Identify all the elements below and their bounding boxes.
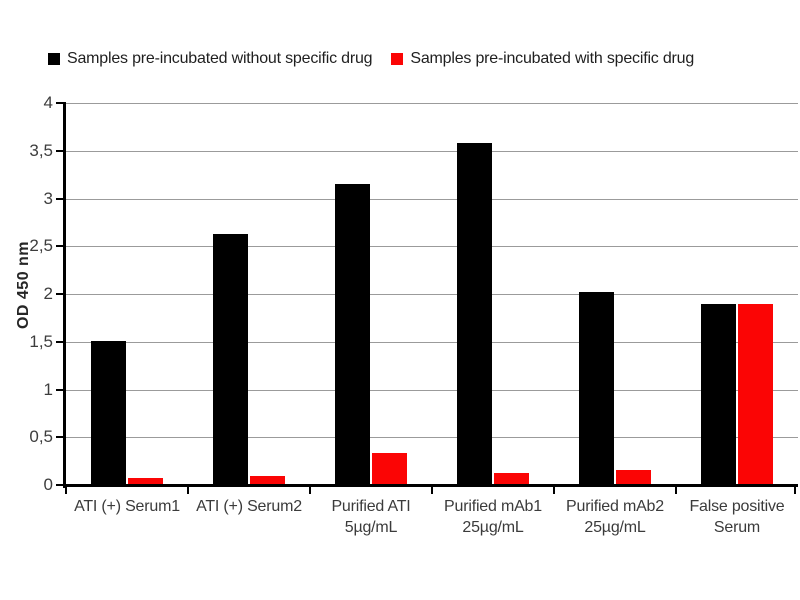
bar-with-drug-cat4 (494, 473, 529, 485)
gridline-y-4 (66, 103, 798, 104)
bar-with-drug-cat2 (250, 476, 285, 485)
x-tick-mark-5 (675, 487, 677, 494)
y-tick-label-0: 0 (43, 475, 53, 494)
bar-without-drug-cat6 (701, 304, 736, 485)
x-tick-mark-6 (794, 487, 796, 494)
y-tick-mark-1 (56, 389, 63, 391)
y-tick-mark-3,5 (56, 150, 63, 152)
legend-swatch-black (48, 53, 60, 65)
chart-legend: Samples pre-incubated without specific d… (48, 50, 694, 68)
bar-without-drug-cat1 (91, 341, 126, 485)
legend-item-with-drug: Samples pre-incubated with specific drug (391, 50, 694, 68)
gridline-y-2.5 (66, 246, 798, 247)
bar-without-drug-cat4 (457, 143, 492, 485)
x-axis-category-label-2: ATI (+) Serum2 (196, 498, 302, 515)
x-axis-category-label-1: ATI (+) Serum1 (74, 498, 180, 515)
x-tick-mark-2 (309, 487, 311, 494)
x-tick-mark-0 (65, 487, 67, 494)
bar-with-drug-cat5 (616, 470, 651, 485)
y-tick-mark-2 (56, 293, 63, 295)
x-tick-mark-1 (187, 487, 189, 494)
y-tick-mark-0,5 (56, 436, 63, 438)
legend-item-without-drug: Samples pre-incubated without specific d… (48, 50, 373, 68)
y-tick-mark-2,5 (56, 245, 63, 247)
y-tick-mark-0 (56, 484, 63, 486)
y-tick-label-3,5: 3,5 (29, 141, 53, 160)
y-tick-label-2,5: 2,5 (29, 236, 53, 255)
y-tick-label-1,5: 1,5 (29, 332, 53, 351)
gridline-y-2 (66, 294, 798, 295)
x-tick-mark-3 (431, 487, 433, 494)
gridline-y-1.5 (66, 342, 798, 343)
bar-without-drug-cat5 (579, 292, 614, 485)
gridline-y-1 (66, 390, 798, 391)
y-tick-label-2: 2 (43, 284, 53, 303)
y-tick-mark-1,5 (56, 341, 63, 343)
y-tick-mark-3 (56, 198, 63, 200)
bar-with-drug-cat1 (128, 478, 163, 485)
gridline-y-0.5 (66, 437, 798, 438)
x-axis-category-label-4: Purified mAb1 25µg/mL (444, 498, 542, 536)
y-tick-label-0,5: 0,5 (29, 427, 53, 446)
y-tick-label-1: 1 (43, 380, 53, 399)
y-tick-label-4: 4 (43, 93, 53, 112)
legend-label-with-drug: Samples pre-incubated with specific drug (410, 50, 695, 67)
bar-without-drug-cat3 (335, 184, 370, 485)
y-tick-label-3: 3 (43, 189, 53, 208)
x-axis-category-label-6: False positive Serum (689, 498, 785, 536)
gridline-y-3 (66, 199, 798, 200)
bar-without-drug-cat2 (213, 234, 248, 485)
bar-with-drug-cat6 (738, 304, 773, 485)
legend-label-without-drug: Samples pre-incubated without specific d… (67, 50, 373, 67)
x-axis-line (63, 484, 798, 487)
x-tick-mark-4 (553, 487, 555, 494)
legend-swatch-red (391, 53, 404, 65)
bar-with-drug-cat3 (372, 453, 407, 485)
y-axis-line (63, 102, 66, 488)
x-axis-category-label-3: Purified ATI 5µg/mL (331, 498, 411, 536)
y-tick-mark-4 (56, 102, 63, 104)
x-axis-category-label-5: Purified mAb2 25µg/mL (566, 498, 664, 536)
gridline-y-3.5 (66, 151, 798, 152)
